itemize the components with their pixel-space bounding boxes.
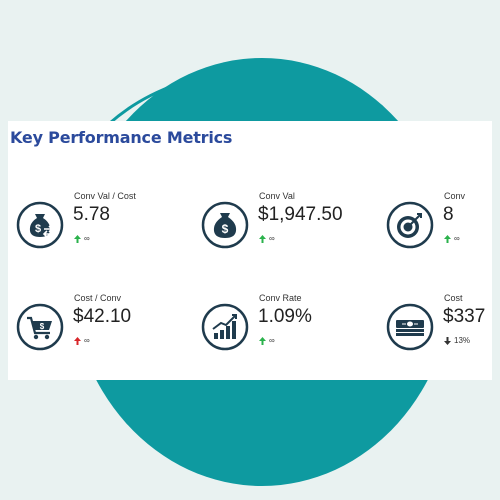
cash-stack-icon — [386, 303, 434, 351]
metric-change: ∞ — [74, 336, 90, 345]
metric-conv-val-per-cost: $ Conv Val / Cost 5.78 ∞ — [16, 191, 196, 261]
metric-value: 1.09% — [258, 306, 312, 327]
metric-change-value: ∞ — [84, 336, 90, 345]
growth-chart-icon — [201, 303, 249, 351]
money-bag-exchange-icon: $ — [16, 201, 64, 249]
down-arrow-icon — [444, 336, 451, 345]
metric-label: Cost — [444, 293, 463, 303]
metric-value: $42.10 — [73, 306, 132, 327]
metric-conv-val: $ Conv Val $1,947.50 ∞ — [201, 191, 381, 261]
metric-value: 5.78 — [73, 204, 110, 225]
metric-cost: Cost $337 13% — [386, 293, 492, 363]
metric-label: Conv Rate — [259, 293, 302, 303]
metric-conv-rate: Conv Rate 1.09% ∞ — [201, 293, 381, 363]
up-arrow-icon — [74, 336, 81, 345]
key-performance-metrics-panel: Key Performance Metrics $ Conv Val / Cos… — [8, 121, 492, 380]
up-arrow-icon — [259, 234, 266, 243]
metric-change-value: ∞ — [269, 336, 275, 345]
metric-change-value: ∞ — [269, 234, 275, 243]
shopping-cart-dollar-icon: $ — [16, 303, 64, 351]
up-arrow-icon — [444, 234, 451, 243]
panel-title: Key Performance Metrics — [10, 128, 233, 147]
metric-cost-per-conv: $ Cost / Conv $42.10 ∞ — [16, 293, 196, 363]
svg-text:$: $ — [40, 322, 45, 331]
metric-label: Cost / Conv — [74, 293, 122, 303]
money-bag-icon: $ — [201, 201, 249, 249]
metric-change: ∞ — [259, 336, 275, 345]
metric-change: ∞ — [259, 234, 275, 243]
metric-value: $1,947.50 — [258, 204, 343, 225]
metric-change: ∞ — [444, 234, 460, 243]
up-arrow-icon — [74, 234, 81, 243]
metric-label: Conv Val — [259, 191, 295, 201]
metric-label: Conv — [444, 191, 466, 201]
metric-change: 13% — [444, 336, 470, 345]
metric-change-value: 13% — [454, 336, 471, 345]
up-arrow-icon — [259, 336, 266, 345]
metric-change: ∞ — [74, 234, 90, 243]
metric-label: Conv Val / Cost — [74, 191, 136, 201]
svg-text:$: $ — [222, 222, 229, 236]
target-icon — [386, 201, 434, 249]
metric-change-value: ∞ — [84, 234, 90, 243]
metric-conv: Conv 8 ∞ — [386, 191, 492, 261]
svg-text:$: $ — [35, 223, 41, 235]
metric-change-value: ∞ — [454, 234, 460, 243]
metric-value: $337 — [443, 306, 486, 327]
metric-value: 8 — [443, 204, 454, 225]
